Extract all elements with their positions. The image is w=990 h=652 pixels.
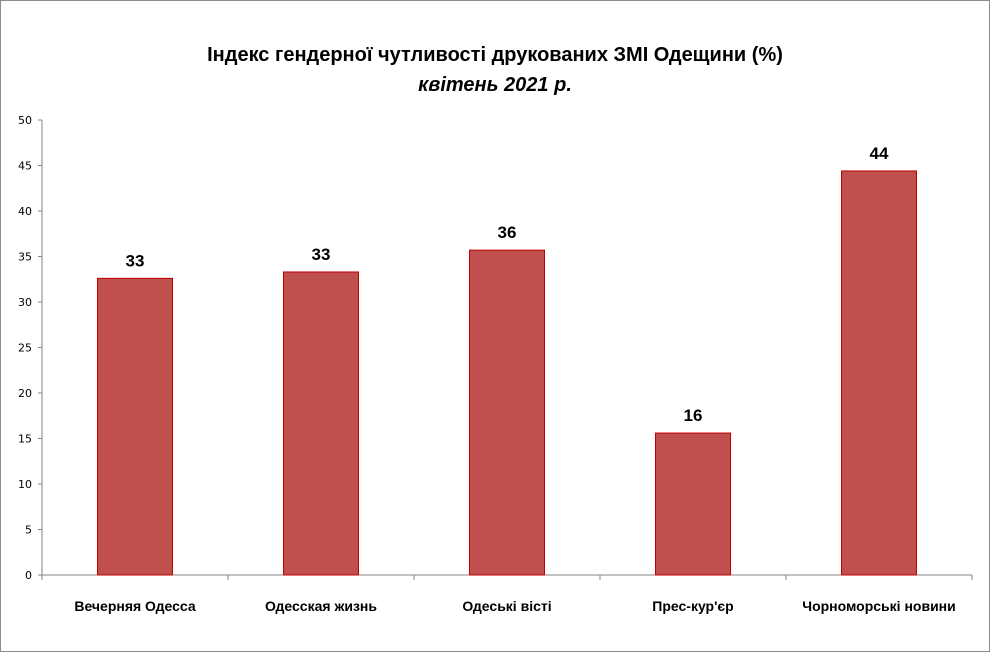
x-category-label: Одесская жизнь xyxy=(265,598,377,614)
y-tick-label: 15 xyxy=(18,433,32,446)
y-tick-label: 35 xyxy=(18,251,32,264)
data-label: 33 xyxy=(312,245,331,264)
data-label: 44 xyxy=(870,144,889,163)
y-tick-label: 45 xyxy=(18,160,32,173)
x-category-label: Одеські вісті xyxy=(462,598,551,614)
y-tick-label: 10 xyxy=(18,478,32,491)
bar xyxy=(97,277,173,576)
data-label: 16 xyxy=(684,406,703,425)
bar xyxy=(469,249,545,576)
y-tick-label: 50 xyxy=(18,114,32,127)
data-label: 36 xyxy=(498,223,517,242)
y-tick-label: 40 xyxy=(18,205,32,218)
chart-title-block: Індекс гендерної чутливості друкованих З… xyxy=(0,40,990,100)
y-tick-label: 0 xyxy=(25,569,32,582)
y-tick-label: 20 xyxy=(18,387,32,400)
x-category-label: Прес-кур'єр xyxy=(652,598,733,614)
data-label: 33 xyxy=(126,251,145,270)
x-category-label: Чорноморські новини xyxy=(802,598,956,614)
x-category-label: Вечерняя Одесса xyxy=(74,598,195,614)
bar xyxy=(283,271,359,576)
chart-title: Індекс гендерної чутливості друкованих З… xyxy=(207,44,783,66)
y-tick-label: 25 xyxy=(18,342,32,355)
y-tick-label: 30 xyxy=(18,296,32,309)
bar xyxy=(841,170,917,576)
chart-subtitle: квітень 2021 р. xyxy=(418,74,572,96)
y-tick-label: 5 xyxy=(25,524,32,537)
bar xyxy=(655,432,731,576)
